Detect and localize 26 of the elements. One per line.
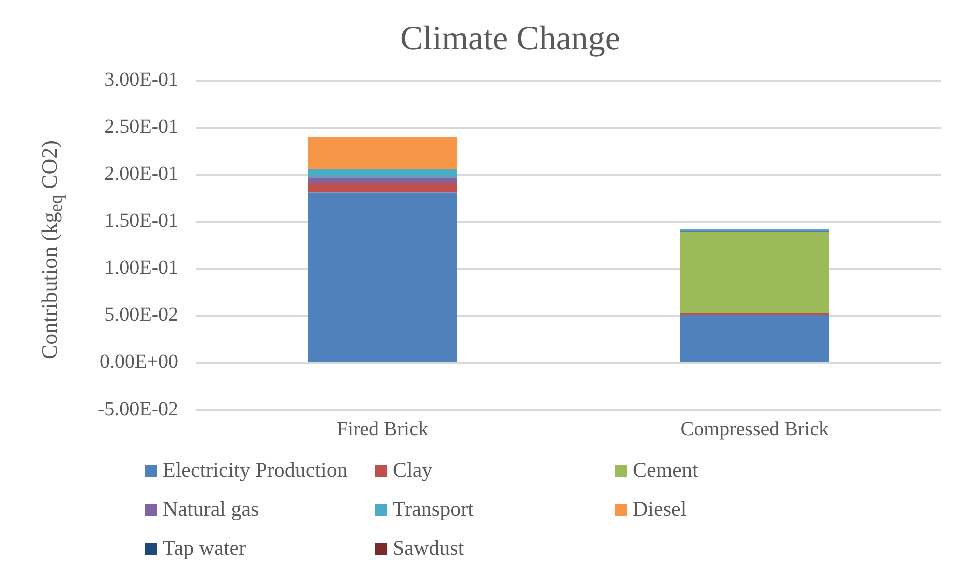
legend-label: Clay bbox=[393, 458, 433, 483]
bar bbox=[308, 169, 458, 178]
y-tick-label: 2.00E-01 bbox=[104, 163, 179, 186]
x-tick-label: Compressed Brick bbox=[680, 418, 830, 440]
legend-label: Tap water bbox=[163, 536, 246, 561]
legend-label: Transport bbox=[393, 497, 474, 522]
x-tick-label: Fired Brick bbox=[336, 418, 428, 440]
bar bbox=[680, 232, 830, 314]
y-tick-label: 5.00E-02 bbox=[104, 304, 179, 326]
legend-label: Cement bbox=[633, 458, 698, 483]
y-tick-label: 0.00E+00 bbox=[100, 351, 179, 374]
bar bbox=[308, 183, 458, 193]
bar bbox=[680, 315, 830, 362]
y-tick-label: 1.50E-01 bbox=[104, 210, 179, 232]
legend-label: Sawdust bbox=[393, 536, 464, 561]
y-tick-label: 1.00E-01 bbox=[104, 257, 179, 280]
y-tick-label: -5.00E-02 bbox=[98, 398, 179, 420]
legend-label: Diesel bbox=[633, 497, 687, 522]
legend-label: Natural gas bbox=[163, 497, 260, 522]
y-tick-label: 3.00E-01 bbox=[104, 69, 179, 92]
y-tick-label: 2.50E-01 bbox=[104, 116, 179, 138]
bar bbox=[308, 137, 458, 170]
bar bbox=[308, 178, 458, 184]
chart-title: Climate Change bbox=[400, 20, 621, 58]
legend-label: Electricity Production bbox=[163, 458, 348, 483]
bar bbox=[308, 192, 458, 362]
